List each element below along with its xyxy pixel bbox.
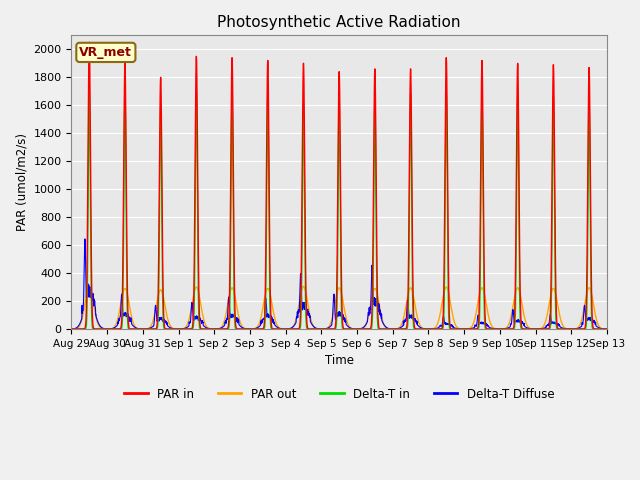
PAR in xyxy=(139,326,147,332)
PAR in xyxy=(218,326,225,332)
Delta-T Diffuse xyxy=(68,326,76,332)
PAR in xyxy=(355,326,363,332)
PAR out xyxy=(355,326,363,332)
PAR out xyxy=(495,326,502,332)
X-axis label: Time: Time xyxy=(324,354,354,367)
PAR in xyxy=(367,326,374,332)
Delta-T in xyxy=(367,326,374,332)
Legend: PAR in, PAR out, Delta-T in, Delta-T Diffuse: PAR in, PAR out, Delta-T in, Delta-T Dif… xyxy=(120,383,559,405)
PAR in xyxy=(85,39,93,45)
Delta-T in xyxy=(495,326,502,332)
Delta-T Diffuse xyxy=(603,326,611,332)
Text: VR_met: VR_met xyxy=(79,46,132,59)
Line: Delta-T in: Delta-T in xyxy=(72,88,607,329)
Delta-T Diffuse xyxy=(217,325,225,331)
Delta-T Diffuse xyxy=(355,326,362,332)
Line: PAR in: PAR in xyxy=(72,42,607,329)
PAR in xyxy=(556,326,564,332)
Delta-T in xyxy=(218,326,225,332)
Delta-T in xyxy=(571,326,579,332)
PAR in xyxy=(495,326,502,332)
Delta-T in xyxy=(68,326,76,332)
PAR out xyxy=(571,326,579,332)
Delta-T Diffuse xyxy=(556,323,564,329)
Delta-T Diffuse xyxy=(571,326,579,332)
Delta-T in xyxy=(355,326,363,332)
PAR out xyxy=(217,325,225,331)
PAR in xyxy=(603,326,611,332)
PAR out xyxy=(367,302,374,308)
PAR out xyxy=(300,284,307,289)
Delta-T in xyxy=(85,85,93,91)
Title: Photosynthetic Active Radiation: Photosynthetic Active Radiation xyxy=(218,15,461,30)
PAR out xyxy=(68,326,76,332)
PAR out xyxy=(556,313,564,319)
Y-axis label: PAR (umol/m2/s): PAR (umol/m2/s) xyxy=(15,133,28,231)
PAR out xyxy=(603,326,611,332)
PAR in xyxy=(68,326,76,332)
Delta-T in xyxy=(139,326,147,332)
Delta-T in xyxy=(603,326,611,332)
Delta-T in xyxy=(556,326,564,332)
Delta-T Diffuse xyxy=(495,326,502,332)
Delta-T Diffuse xyxy=(424,326,432,332)
Line: PAR out: PAR out xyxy=(72,287,607,329)
PAR out xyxy=(139,326,147,332)
Delta-T Diffuse xyxy=(366,304,374,310)
PAR in xyxy=(571,326,579,332)
Line: Delta-T Diffuse: Delta-T Diffuse xyxy=(72,239,607,329)
Delta-T Diffuse xyxy=(81,236,89,242)
